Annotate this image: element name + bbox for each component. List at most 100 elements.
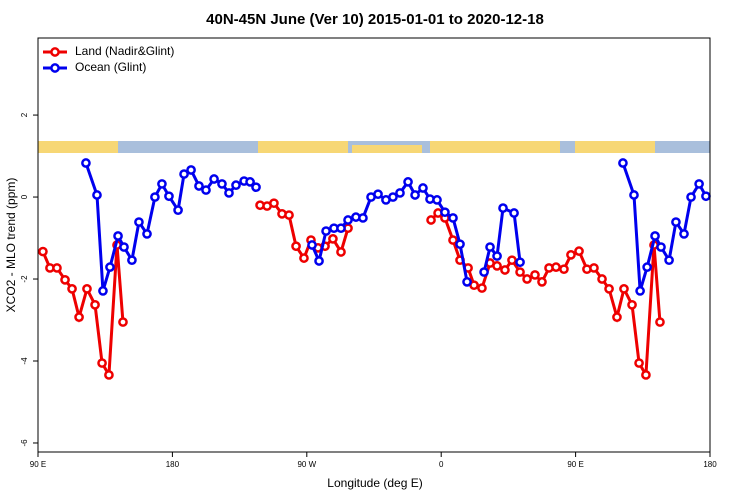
data-point [104,370,114,380]
data-point [634,358,644,368]
data-point [98,286,108,296]
data-point [509,208,519,218]
data-point [537,277,547,287]
data-point [284,210,294,220]
y-tick-label: -6 [20,439,29,447]
data-point [60,274,70,285]
data-point [440,207,450,218]
data-point [655,317,665,327]
series-line [429,211,662,380]
legend-marker [50,63,60,73]
legend-marker [50,47,60,57]
data-point [67,284,77,294]
chart-title: 40N-45N June (Ver 10) 2015-01-01 to 2020… [206,11,544,28]
data-point [701,191,711,202]
data-point [127,255,137,266]
x-tick-label: 0 [439,460,444,469]
data-point [515,257,525,268]
plot-area [38,158,711,380]
data-point [82,284,92,294]
data-point [479,267,489,277]
data-point [694,179,704,189]
data-point [500,265,510,275]
data-point [650,231,660,241]
data-point [485,242,495,252]
y-tick-label: -2 [20,275,29,283]
x-tick-label: 90 W [297,460,316,469]
data-point [492,261,502,271]
data-point [194,181,204,191]
plot-frame [37,37,711,453]
data-point [566,249,576,260]
data-point [231,180,241,191]
data-point [97,358,107,368]
data-point [492,251,502,261]
data-point [629,190,639,200]
data-point [418,183,428,193]
data-point [358,213,368,223]
data-point [81,158,91,168]
data-point [671,217,681,227]
data-point [157,179,167,189]
data-point [515,267,525,277]
y-tick-label: 0 [20,194,29,199]
data-point [432,195,442,205]
data-point [551,262,561,272]
data-point [641,370,651,380]
data-point [679,229,689,239]
data-point [52,263,62,273]
data-point [186,165,196,175]
data-point [604,284,614,294]
data-point [92,190,102,200]
data-point [164,191,174,202]
data-point [589,263,599,273]
legend-label: Land (Nadir&Glint) [75,44,174,58]
data-point [173,205,183,216]
y-tick-label: -4 [20,357,29,365]
data-point [455,239,465,250]
series-line [621,162,708,292]
data-point [686,192,696,202]
legend: Land (Nadir&Glint) Ocean (Glint) [43,44,174,74]
data-point [522,274,532,284]
data-point [395,188,405,198]
data-point [38,246,48,257]
data-point [307,240,317,250]
data-point [245,177,255,187]
data-point [291,241,301,252]
data-point [90,299,100,310]
data-point [388,192,398,202]
data-point [299,253,309,263]
data-point [627,299,637,310]
x-tick-label: 180 [166,460,180,469]
data-point [373,189,383,200]
data-point [635,286,645,296]
y-axis-label: XCO2 - MLO trend (ppm) [4,178,18,313]
data-point [343,215,353,225]
data-point [448,213,458,223]
data-point [477,283,487,293]
data-point [105,262,115,272]
y-tick-label: 2 [20,112,29,117]
data-point [314,256,324,266]
data-point [321,226,331,236]
land-ocean-strip [38,141,710,153]
data-point [179,169,189,179]
legend-label: Ocean (Glint) [75,60,146,74]
data-point [574,246,584,256]
x-axis-label: Longitude (deg E) [327,476,422,490]
data-point [619,284,629,294]
data-point [251,182,261,193]
data-point [448,235,458,245]
data-point [113,231,123,241]
x-tick-label: 180 [703,460,717,469]
data-point [224,188,234,198]
data-point [118,317,128,327]
data-point [201,185,211,195]
data-point [119,242,129,252]
data-point [618,158,628,168]
data-point [664,255,674,266]
data-point [642,262,652,272]
data-point [559,264,569,275]
data-point [612,312,622,322]
